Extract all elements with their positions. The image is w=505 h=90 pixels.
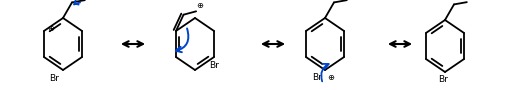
Text: Br: Br	[312, 73, 321, 82]
Text: ⊕: ⊕	[439, 88, 445, 90]
Text: ⊕: ⊕	[326, 73, 333, 82]
Text: Br: Br	[209, 61, 219, 70]
Text: ⊕: ⊕	[195, 1, 203, 10]
Text: Br: Br	[49, 74, 59, 83]
Text: Br: Br	[437, 75, 447, 84]
Text: ⊕: ⊕	[47, 24, 54, 33]
